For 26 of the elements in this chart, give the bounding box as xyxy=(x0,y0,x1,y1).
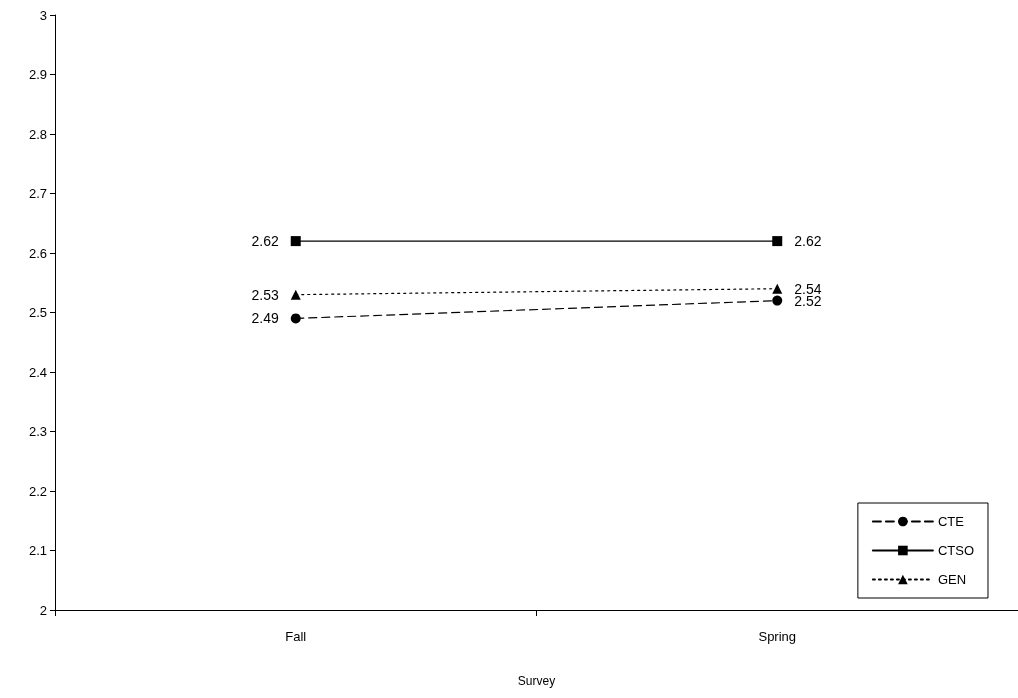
legend-label: GEN xyxy=(937,572,967,587)
x-axis-title: Survey xyxy=(517,674,556,688)
y-tick-label: 2.1 xyxy=(28,543,47,558)
y-tick-label: 2.7 xyxy=(28,186,47,201)
legend-label: CTE xyxy=(937,514,965,529)
data-label: 2.49 xyxy=(251,310,279,327)
data-label: 2.54 xyxy=(794,280,822,297)
data-label: 2.62 xyxy=(794,233,822,250)
y-tick-label: 2.6 xyxy=(28,245,47,261)
point xyxy=(290,236,301,247)
y-tick-label: 3 xyxy=(39,7,47,23)
data-label: 2.62 xyxy=(251,233,279,250)
y-tick-label: 2.2 xyxy=(28,483,47,499)
y-tick-label: 2.5 xyxy=(28,305,47,320)
legend-label: CTSO xyxy=(937,543,975,558)
data-label: 2.53 xyxy=(251,286,279,303)
y-tick-label: 2.3 xyxy=(28,424,47,439)
y-tick-label: 2.9 xyxy=(28,67,47,82)
y-tick-label: 2.4 xyxy=(28,364,47,380)
y-tick-label: 2 xyxy=(39,602,47,618)
x-tick-label: Fall xyxy=(285,629,307,644)
point xyxy=(772,295,783,306)
point xyxy=(772,236,783,247)
point xyxy=(290,313,301,324)
y-tick-label: 2.8 xyxy=(28,126,47,142)
x-tick-label: Spring xyxy=(758,629,797,644)
